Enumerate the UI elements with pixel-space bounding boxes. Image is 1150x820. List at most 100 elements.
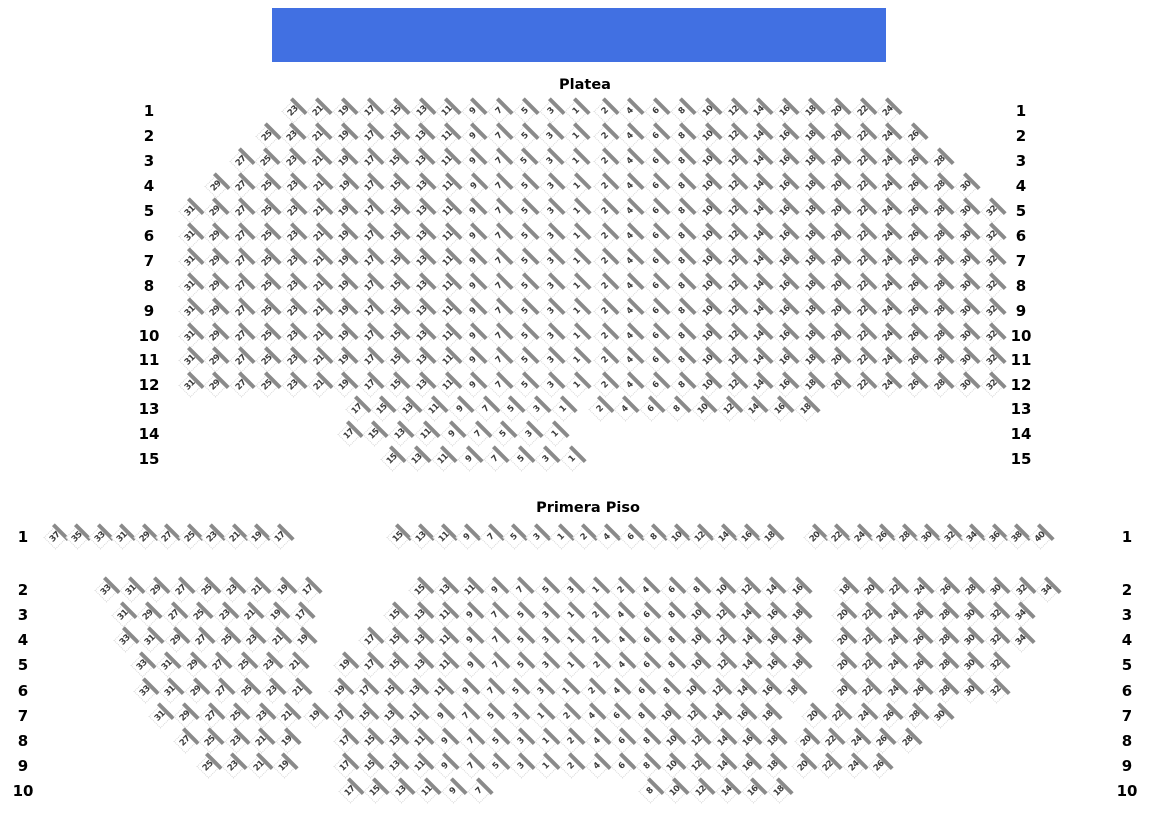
seat-primera-piso-row6-22[interactable]: 22 [856,678,881,704]
seat-platea-row8-23[interactable]: 23 [281,273,306,299]
seat-platea-row5-8[interactable]: 8 [670,198,695,224]
seat-primera-piso-row9-16[interactable]: 16 [736,753,761,779]
seat-primera-piso-row5-23[interactable]: 23 [257,652,282,678]
seat-primera-piso-row7-23[interactable]: 23 [249,703,275,729]
seat-primera-piso-row8-11[interactable]: 11 [408,728,433,754]
seat-platea-row6-11[interactable]: 11 [435,223,461,249]
seat-primera-piso-row2-29[interactable]: 29 [144,577,169,603]
seat-platea-row3-24[interactable]: 24 [876,148,901,174]
seat-primera-piso-row1-40[interactable]: 40 [1027,524,1053,550]
seat-platea-row5-16[interactable]: 16 [773,198,798,224]
seat-primera-piso-row8-4[interactable]: 4 [584,728,610,754]
seat-primera-piso-row9-20[interactable]: 20 [790,753,816,779]
seat-primera-piso-row5-10[interactable]: 10 [685,652,710,678]
seat-primera-piso-row4-21[interactable]: 21 [265,627,291,653]
seat-primera-piso-row4-5[interactable]: 5 [509,627,534,653]
seat-platea-row10-20[interactable]: 20 [825,323,850,349]
seat-primera-piso-row1-15[interactable]: 15 [385,524,411,550]
seat-platea-row14-13[interactable]: 13 [388,421,413,447]
seat-platea-row4-17[interactable]: 17 [358,173,383,199]
seat-platea-row4-8[interactable]: 8 [670,173,695,199]
seat-primera-piso-row9-3[interactable]: 3 [509,753,534,779]
seat-platea-row10-12[interactable]: 12 [721,323,747,349]
seat-primera-piso-row8-9[interactable]: 9 [433,728,458,754]
seat-platea-row9-15[interactable]: 15 [384,298,409,324]
seat-primera-piso-row8-16[interactable]: 16 [736,728,761,754]
seat-primera-piso-row6-7[interactable]: 7 [479,678,504,704]
seat-platea-row7-17[interactable]: 17 [358,248,383,274]
seat-primera-piso-row6-3[interactable]: 3 [529,678,554,704]
seat-primera-piso-row3-24[interactable]: 24 [881,602,907,628]
seat-platea-row9-9[interactable]: 9 [461,298,486,324]
seat-primera-piso-row3-19[interactable]: 19 [263,602,289,628]
seat-platea-row2-13[interactable]: 13 [409,123,434,149]
seat-platea-row10-27[interactable]: 27 [229,323,254,349]
seat-primera-piso-row3-15[interactable]: 15 [382,602,408,628]
seat-primera-piso-row3-10[interactable]: 10 [685,602,710,628]
seat-platea-row12-30[interactable]: 30 [954,372,979,398]
seat-platea-row6-14[interactable]: 14 [747,223,772,249]
seat-platea-row9-17[interactable]: 17 [358,298,383,324]
seat-primera-piso-row4-22[interactable]: 22 [856,627,881,653]
seat-platea-row8-19[interactable]: 19 [332,273,357,299]
seat-platea-row9-3[interactable]: 3 [539,298,564,324]
seat-platea-row3-16[interactable]: 16 [773,148,798,174]
seat-primera-piso-row6-21[interactable]: 21 [285,678,311,704]
seat-primera-piso-row2-22[interactable]: 22 [883,577,908,603]
seat-platea-row10-17[interactable]: 17 [358,323,383,349]
seat-primera-piso-row8-25[interactable]: 25 [198,728,223,754]
seat-primera-piso-row9-7[interactable]: 7 [458,753,484,779]
seat-platea-row6-4[interactable]: 4 [618,223,643,249]
seat-primera-piso-row9-17[interactable]: 17 [332,753,358,779]
seat-platea-row3-6[interactable]: 6 [644,148,669,174]
seat-platea-row12-20[interactable]: 20 [825,372,850,398]
seat-platea-row1-23[interactable]: 23 [280,98,306,124]
seat-primera-piso-row7-2[interactable]: 2 [554,703,580,729]
seat-primera-piso-row7-16[interactable]: 16 [731,703,756,729]
seat-platea-row5-4[interactable]: 4 [618,198,643,224]
seat-primera-piso-row1-24[interactable]: 24 [847,524,873,550]
seat-platea-row3-22[interactable]: 22 [850,148,876,174]
seat-primera-piso-row5-16[interactable]: 16 [761,652,786,678]
seat-platea-row10-11[interactable]: 11 [435,323,461,349]
seat-platea-row12-4[interactable]: 4 [618,372,643,398]
seat-primera-piso-row3-1[interactable]: 1 [559,602,584,628]
seat-primera-piso-row3-6[interactable]: 6 [634,602,660,628]
seat-primera-piso-row4-11[interactable]: 11 [433,627,458,653]
seat-platea-row8-1[interactable]: 1 [564,273,590,299]
seat-platea-row7-16[interactable]: 16 [773,248,798,274]
seat-platea-row7-5[interactable]: 5 [513,248,538,274]
seat-platea-row5-22[interactable]: 22 [850,198,876,224]
seat-primera-piso-row1-32[interactable]: 32 [937,524,963,550]
seat-platea-row6-16[interactable]: 16 [773,223,798,249]
seat-primera-piso-row5-14[interactable]: 14 [736,652,761,678]
seat-primera-piso-row8-14[interactable]: 14 [710,728,736,754]
seat-platea-row11-9[interactable]: 9 [461,347,486,373]
seat-primera-piso-row5-17[interactable]: 17 [358,652,383,678]
seat-primera-piso-row10-9[interactable]: 9 [441,778,466,804]
seat-primera-piso-row1-29[interactable]: 29 [132,524,158,550]
seat-platea-row13-8[interactable]: 8 [665,396,690,422]
seat-primera-piso-row5-26[interactable]: 26 [907,652,932,678]
seat-primera-piso-row4-10[interactable]: 10 [685,627,710,653]
seat-platea-row3-26[interactable]: 26 [902,148,927,174]
seat-platea-row1-9[interactable]: 9 [461,98,486,124]
seat-primera-piso-row3-31[interactable]: 31 [110,602,136,628]
seat-platea-row5-2[interactable]: 2 [592,198,618,224]
seat-platea-row3-13[interactable]: 13 [409,148,434,174]
seat-platea-row8-14[interactable]: 14 [747,273,772,299]
seat-platea-row12-11[interactable]: 11 [435,372,461,398]
seat-primera-piso-row8-20[interactable]: 20 [793,728,819,754]
seat-platea-row6-32[interactable]: 32 [979,223,1005,249]
seat-primera-piso-row8-23[interactable]: 23 [223,728,249,754]
seat-platea-row15-9[interactable]: 9 [457,446,482,472]
seat-platea-row11-25[interactable]: 25 [255,347,280,373]
seat-platea-row9-20[interactable]: 20 [825,298,850,324]
seat-platea-row1-24[interactable]: 24 [876,98,901,124]
seat-platea-row3-2[interactable]: 2 [592,148,618,174]
seat-primera-piso-row5-15[interactable]: 15 [383,652,408,678]
seat-primera-piso-row6-29[interactable]: 29 [183,678,209,704]
seat-platea-row6-24[interactable]: 24 [876,223,901,249]
seat-primera-piso-row7-18[interactable]: 18 [756,703,781,729]
seat-platea-row10-8[interactable]: 8 [670,323,695,349]
